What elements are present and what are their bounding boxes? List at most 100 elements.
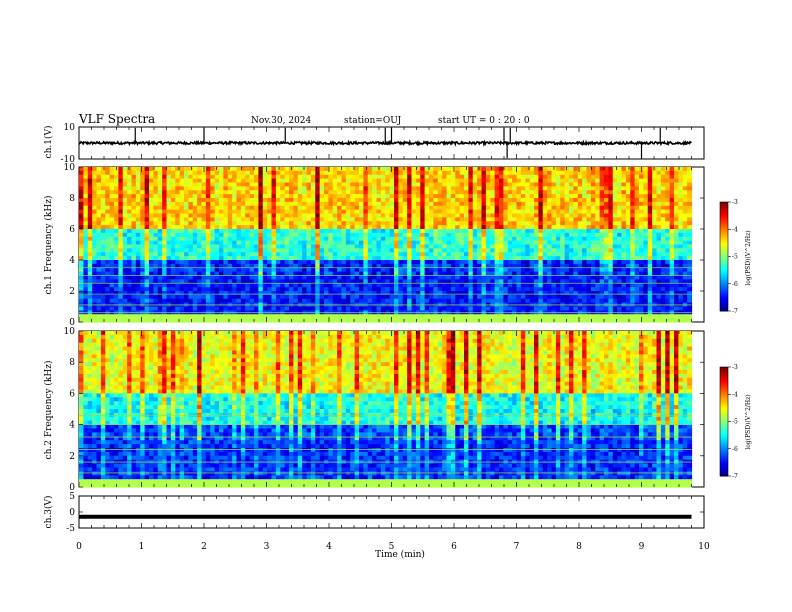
spec1-cell: [157, 198, 163, 203]
spec1-cell: [534, 287, 539, 292]
spec1-cell: [429, 248, 434, 253]
spec1-cell: [157, 201, 163, 207]
spec1-cell: [105, 287, 111, 292]
spec1-cell: [227, 271, 233, 277]
spec1-cell: [617, 252, 623, 257]
spec1-cell: [254, 267, 259, 273]
spec1-cell: [350, 260, 356, 265]
spec1-cell: [302, 229, 308, 234]
spec1-cell: [162, 252, 168, 257]
spec1-cell: [564, 217, 570, 222]
spec1-cell: [678, 294, 684, 300]
spec1-cell: [682, 201, 688, 207]
spec1-cell: [569, 186, 574, 191]
spec1-cell: [83, 174, 89, 180]
spec1-cell: [271, 167, 277, 172]
spec1-cell: [608, 283, 614, 288]
spec1-cell: [569, 263, 574, 269]
spec1-cell: [634, 182, 640, 187]
spec1-cell: [293, 287, 299, 292]
spec1-cell: [450, 221, 456, 226]
spec1-cell: [385, 240, 391, 246]
spec1-cell: [105, 248, 111, 253]
spec1-cell: [83, 201, 89, 207]
spec1-cell: [197, 174, 203, 180]
spec1-cell: [267, 170, 273, 176]
spec1-cell: [407, 190, 413, 195]
spec1-cell: [201, 260, 207, 265]
spec1-cell: [525, 248, 531, 253]
spec1-cell: [634, 294, 640, 300]
spec1-cell: [175, 167, 181, 172]
spec1-cell: [127, 190, 133, 195]
spec1-cell: [232, 244, 238, 249]
spec1-cell: [184, 248, 189, 253]
spec1-cell: [359, 167, 364, 172]
spec1-cell: [271, 232, 277, 238]
spec1-cell: [582, 240, 588, 246]
spec1-cell: [385, 174, 391, 180]
spec1-cell: [389, 256, 395, 261]
spec1-cell: [350, 279, 356, 284]
spec1-cell: [179, 271, 185, 277]
spec1-cell: [184, 209, 189, 215]
spec1-cell: [499, 271, 504, 277]
spec1-cell: [468, 229, 474, 234]
spec1-cell: [254, 263, 259, 269]
spec1-cell: [595, 279, 601, 284]
spec1-cell: [538, 190, 544, 195]
spec1-cell: [652, 182, 658, 187]
spec1-cell: [122, 182, 128, 187]
spec1-cell: [236, 298, 242, 304]
spec1-cell: [385, 186, 391, 191]
spec1-cell: [682, 213, 688, 218]
spec1-cell: [363, 252, 369, 257]
spec1-cell: [140, 229, 146, 234]
spec1-cell: [674, 170, 679, 176]
spec1-cell: [267, 287, 273, 292]
spec1-cell: [442, 244, 448, 249]
spec1-cell: [380, 225, 386, 230]
spec1-cell: [652, 279, 658, 284]
spec1-cell: [595, 298, 601, 304]
spec1-cell: [385, 263, 391, 269]
spec1-cell: [87, 248, 93, 253]
spec1-cell: [341, 221, 347, 226]
spec1-cell: [652, 170, 658, 176]
spec1-cell: [542, 260, 548, 265]
spec1-cell: [236, 252, 242, 257]
spec1-cell: [109, 283, 115, 288]
spec1-cell: [153, 263, 159, 269]
spec1-cell: [472, 178, 478, 184]
spec1-cell: [551, 283, 557, 288]
spec1-cell: [459, 252, 465, 257]
spec1-cell: [267, 252, 273, 257]
spec1-cell: [542, 174, 548, 180]
spec1-cell: [232, 260, 238, 265]
spec1-cell: [96, 198, 102, 203]
spec1-cell: [407, 260, 413, 265]
spec1-cell: [534, 291, 539, 296]
spec1-cell: [127, 221, 133, 226]
spec1-cell: [310, 294, 316, 300]
spec1-cell: [275, 174, 281, 180]
spec1-cell: [389, 283, 395, 288]
spec1-cell: [415, 213, 421, 218]
spec1-cell: [96, 248, 102, 253]
spec1-cell: [481, 260, 487, 265]
spec1-cell: [652, 232, 658, 238]
spec1-cell: [315, 275, 321, 280]
spec1-cell: [507, 182, 513, 187]
spec1-cell: [188, 170, 194, 176]
spec1-cell: [621, 256, 627, 261]
spec1-cell: [429, 232, 434, 238]
spec1-cell: [503, 201, 509, 207]
spec1-cell: [577, 229, 583, 234]
spec1-cell: [122, 178, 128, 184]
spec1-cell: [170, 213, 176, 218]
spec1-cell: [551, 236, 557, 242]
spec1-cell: [227, 229, 233, 234]
spec1-cell: [92, 190, 98, 195]
spec1-cell: [424, 283, 430, 288]
spec1-cell: [503, 213, 509, 218]
